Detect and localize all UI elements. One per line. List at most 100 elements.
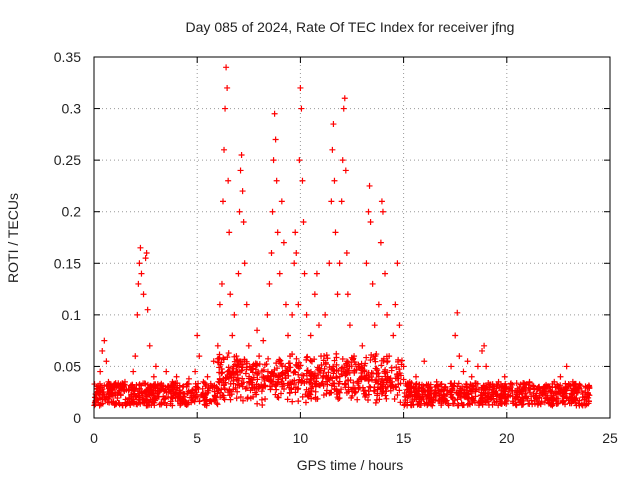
roti-noise-point bbox=[172, 380, 179, 387]
roti-noise-point bbox=[560, 393, 567, 400]
roti-noise-point bbox=[533, 390, 540, 397]
roti-noise-point bbox=[214, 355, 221, 362]
roti-noise-point bbox=[290, 369, 297, 376]
roti-noise-point bbox=[299, 393, 306, 400]
roti-noise-point bbox=[224, 374, 231, 381]
y-tick-label: 0.15 bbox=[54, 255, 81, 271]
roti-data-point bbox=[254, 327, 261, 334]
roti-noise-point bbox=[331, 357, 338, 364]
roti-data-point bbox=[386, 353, 393, 360]
roti-data-point bbox=[292, 229, 299, 236]
roti-noise-point bbox=[338, 386, 345, 393]
roti-noise-point bbox=[419, 391, 426, 398]
roti-data-point bbox=[520, 384, 527, 391]
roti-noise-point bbox=[413, 396, 420, 403]
roti-data-point bbox=[371, 322, 378, 329]
roti-noise-point bbox=[282, 363, 289, 370]
roti-data-point bbox=[223, 64, 230, 71]
roti-noise-point bbox=[227, 380, 234, 387]
roti-noise-point bbox=[372, 399, 379, 406]
roti-noise-point bbox=[566, 400, 573, 407]
roti-noise-point bbox=[479, 384, 486, 391]
roti-noise-point bbox=[239, 364, 246, 371]
roti-noise-point bbox=[105, 395, 112, 402]
roti-noise-point bbox=[548, 394, 555, 401]
roti-noise-point bbox=[215, 378, 222, 385]
roti-noise-point bbox=[273, 381, 280, 388]
roti-noise-point bbox=[349, 392, 356, 399]
roti-noise-point bbox=[370, 387, 377, 394]
roti-noise-point bbox=[313, 381, 320, 388]
roti-noise-point bbox=[234, 388, 241, 395]
roti-data-point bbox=[483, 363, 490, 370]
roti-noise-point bbox=[233, 395, 240, 402]
x-axis-label: GPS time / hours bbox=[297, 457, 404, 473]
roti-noise-point bbox=[306, 379, 313, 386]
roti-data-point bbox=[163, 368, 170, 375]
roti-noise-point bbox=[499, 382, 506, 389]
roti-noise-point bbox=[409, 397, 416, 404]
roti-noise-point bbox=[160, 382, 167, 389]
y-tick-label: 0 bbox=[73, 410, 81, 426]
roti-noise-point bbox=[535, 399, 542, 406]
roti-noise-point bbox=[493, 398, 500, 405]
roti-noise-point bbox=[426, 395, 433, 402]
roti-noise-point bbox=[224, 354, 231, 361]
roti-noise-point bbox=[266, 377, 273, 384]
roti-noise-point bbox=[372, 377, 379, 384]
roti-noise-point bbox=[201, 397, 208, 404]
roti-noise-point bbox=[259, 368, 266, 375]
roti-data-point bbox=[582, 389, 589, 396]
roti-noise-point bbox=[575, 400, 582, 407]
roti-data-point bbox=[359, 342, 366, 349]
roti-noise-point bbox=[365, 391, 372, 398]
roti-noise-point bbox=[487, 393, 494, 400]
roti-noise-point bbox=[248, 379, 255, 386]
roti-noise-point bbox=[320, 392, 327, 399]
roti-noise-point bbox=[339, 355, 346, 362]
roti-data-point bbox=[338, 198, 345, 205]
roti-data-point bbox=[569, 378, 576, 385]
x-tick-label: 15 bbox=[396, 430, 412, 446]
roti-noise-point bbox=[402, 397, 409, 404]
roti-noise-point bbox=[529, 401, 536, 408]
roti-data-point bbox=[99, 347, 106, 354]
roti-noise-point bbox=[285, 367, 292, 374]
roti-data-point bbox=[346, 322, 353, 329]
roti-noise-point bbox=[447, 380, 454, 387]
roti-noise-point bbox=[456, 392, 463, 399]
plot-area-frame bbox=[93, 56, 611, 419]
roti-noise-point bbox=[382, 392, 389, 399]
roti-noise-point bbox=[99, 394, 106, 401]
roti-noise-point bbox=[265, 355, 272, 362]
roti-noise-point bbox=[278, 378, 285, 385]
roti-data-point bbox=[481, 342, 488, 349]
roti-noise-point bbox=[299, 372, 306, 379]
roti-data-point bbox=[192, 368, 199, 375]
roti-data-point bbox=[330, 121, 337, 128]
roti-noise-point bbox=[347, 377, 354, 384]
roti-noise-point bbox=[404, 394, 411, 401]
roti-noise-point bbox=[565, 397, 572, 404]
y-axis-label: ROTI / TECUs bbox=[5, 193, 21, 283]
roti-noise-point bbox=[475, 402, 482, 409]
roti-noise-point bbox=[254, 400, 261, 407]
roti-noise-point bbox=[254, 361, 261, 368]
roti-noise-point bbox=[303, 356, 310, 363]
roti-noise-point bbox=[366, 383, 373, 390]
roti-data-point bbox=[143, 249, 150, 256]
roti-noise-point bbox=[438, 402, 445, 409]
roti-noise-point bbox=[261, 361, 268, 368]
roti-data-point bbox=[375, 301, 382, 308]
roti-data-point bbox=[135, 280, 142, 287]
roti-data-point bbox=[322, 311, 329, 318]
roti-noise-point bbox=[315, 371, 322, 378]
roti-noise-point bbox=[258, 396, 265, 403]
roti-noise-point bbox=[526, 389, 533, 396]
roti-data-point bbox=[479, 347, 486, 354]
roti-noise-point bbox=[433, 393, 440, 400]
roti-data-point bbox=[298, 105, 305, 112]
roti-noise-point bbox=[528, 393, 535, 400]
roti-noise-point bbox=[565, 383, 572, 390]
roti-noise-point bbox=[227, 370, 234, 377]
